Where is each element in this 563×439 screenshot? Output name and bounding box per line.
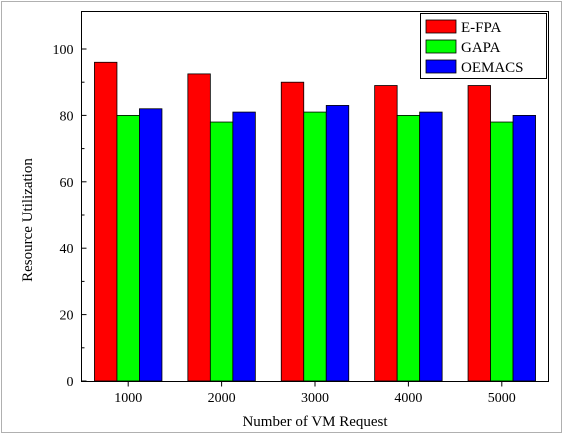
y-axis: 0 20 40 60 80 100 <box>53 43 87 390</box>
bar-gapa-5000 <box>490 121 514 382</box>
legend-label-gapa: GAPA <box>461 40 501 56</box>
bar-gapa-1000 <box>116 115 140 382</box>
bar-gapa-3000 <box>303 111 327 382</box>
legend-swatch-e-fpa <box>425 19 457 34</box>
bar-gapa-2000 <box>209 121 234 382</box>
bar-e-fpa-5000 <box>467 85 491 382</box>
bar-gapa-4000 <box>396 115 421 382</box>
bar-e-fpa-2000 <box>187 73 211 382</box>
x-axis: 1000 2000 3000 4000 5000 <box>114 381 516 406</box>
y-tick-label: 0 <box>67 375 74 390</box>
bar-e-fpa-3000 <box>280 81 305 382</box>
bar-oemacs-4000 <box>419 111 443 382</box>
legend-swatch-gapa <box>425 39 457 54</box>
bar-e-fpa-1000 <box>94 61 118 382</box>
legend: E-FPA GAPA OEMACS <box>420 13 547 79</box>
x-tick-label: 2000 <box>208 391 236 406</box>
bar-oemacs-3000 <box>325 105 350 382</box>
x-tick-label: 3000 <box>301 391 329 406</box>
bar-oemacs-5000 <box>512 115 536 382</box>
x-axis-label: Number of VM Request <box>242 414 388 430</box>
y-tick-label: 100 <box>53 43 74 58</box>
bars-layer <box>94 61 536 382</box>
bar-oemacs-1000 <box>139 108 163 382</box>
x-tick-label: 4000 <box>394 391 422 406</box>
x-tick-label: 5000 <box>488 391 516 406</box>
y-tick-label: 20 <box>60 309 74 324</box>
y-tick-label: 40 <box>60 242 74 257</box>
x-tick-label: 1000 <box>114 391 142 406</box>
legend-label-e-fpa: E-FPA <box>461 20 501 36</box>
y-tick-label: 80 <box>60 109 74 124</box>
y-axis-label: Resource Utilization <box>20 158 36 282</box>
y-tick-label: 60 <box>60 176 74 191</box>
legend-swatch-oemacs <box>425 59 457 74</box>
bar-e-fpa-4000 <box>374 85 398 382</box>
legend-label-oemacs: OEMACS <box>461 60 524 76</box>
bar-oemacs-2000 <box>232 111 256 382</box>
